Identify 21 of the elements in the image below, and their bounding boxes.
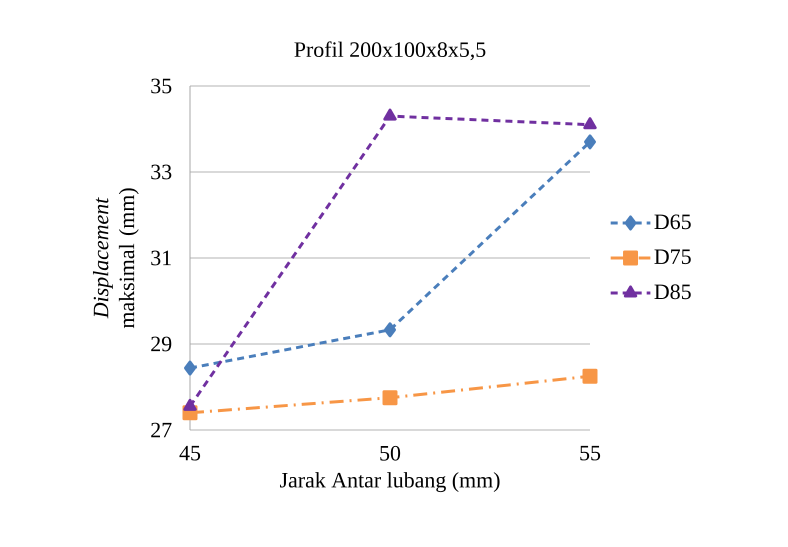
- x-tick-label: 45: [179, 446, 200, 460]
- point: [383, 108, 397, 121]
- x-axis-title: Jarak Antar lubang (mm): [280, 472, 500, 492]
- y-tick-label: 35: [151, 78, 172, 94]
- legend-label: D65: [654, 214, 691, 230]
- legend-label: D85: [654, 284, 691, 300]
- point: [184, 360, 196, 376]
- point: [583, 117, 597, 130]
- x-tick-label: 55: [580, 446, 600, 460]
- point: [384, 322, 396, 338]
- y-tick-label: 29: [151, 336, 172, 352]
- y-tick-label: 33: [151, 164, 172, 180]
- point: [582, 368, 598, 384]
- chart-title: Profil 200x100x8x5,5: [294, 41, 486, 60]
- point: [584, 134, 596, 150]
- x-tick-label: 50: [380, 446, 400, 461]
- y-tick-label: 27: [151, 422, 172, 438]
- y-tick-label: 31: [151, 250, 171, 266]
- legend-label: D75: [654, 250, 691, 264]
- y-axis-title: Displacement maksimal (mm): [92, 188, 139, 328]
- point: [382, 390, 398, 406]
